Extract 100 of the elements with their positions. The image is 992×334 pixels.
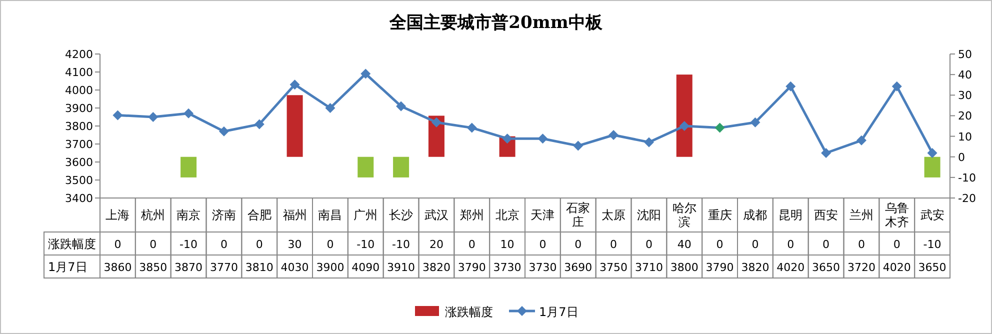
data-label: 4030 [280,261,309,274]
y2-tick-label: 50 [958,48,972,61]
data-label: 0 [752,238,759,251]
data-label: -10 [180,238,198,251]
data-label: 3750 [600,261,628,274]
y-tick-label: 3900 [65,102,93,115]
data-label: -10 [356,238,375,251]
data-label: 4090 [352,261,380,274]
point [786,81,796,92]
y-tick-label: 3500 [65,174,93,187]
data-label: 3650 [812,261,840,274]
point [254,119,264,130]
x-tick-label: 广州 [354,208,378,222]
y2-tick-label: 40 [958,68,972,82]
point [714,122,725,133]
data-label: 0 [539,238,546,251]
data-label: -10 [923,238,942,251]
data-label: 0 [326,238,334,251]
chart-title: 全国主要城市普20mm中板 [388,12,604,33]
y-tick-label: 4000 [65,84,93,97]
y-tick-label: 4200 [65,48,93,61]
data-label: 0 [574,238,582,251]
x-tick-label: 西安 [814,208,838,222]
data-label: 3810 [245,261,274,274]
x-tick-label: 武汉 [424,208,448,222]
point [431,117,442,128]
data-label: 3850 [139,261,168,274]
data-label: 0 [787,238,794,251]
point [644,137,654,148]
point [608,130,619,140]
data-label: 0 [256,238,263,251]
x-tick-label: 福州 [282,208,307,222]
data-label: 3860 [104,261,132,274]
x-tick-label: 哈尔滨 [672,201,696,229]
data-label: 0 [610,238,618,251]
data-label: 3910 [387,261,416,274]
data-label: 3710 [634,261,663,274]
point [892,81,902,92]
point [290,80,300,90]
x-tick-label: 济南 [212,208,236,222]
x-tick-label: 重庆 [708,208,732,222]
data-label: 3900 [316,261,344,274]
bar [393,156,410,178]
data-label: 4020 [882,261,911,274]
point [502,134,512,144]
x-tick-label: 沈阳 [636,208,661,222]
point [360,68,371,79]
x-tick-label: 乌鲁木齐 [884,201,909,229]
point [538,134,548,144]
data-label: 0 [822,238,830,251]
point [927,148,938,158]
data-label: 0 [220,238,228,251]
y-tick-label: 3400 [65,192,93,205]
legend-label: 1月7日 [539,305,578,319]
data-label: 0 [893,238,900,251]
x-tick-label: 北京 [495,208,520,222]
data-label: 3870 [174,261,203,274]
x-tick-label: 太原 [602,208,626,222]
data-label: 3790 [458,261,486,274]
data-label: 3730 [528,261,557,274]
data-label: 40 [677,238,692,251]
x-tick-label: 兰州 [849,208,874,222]
y-tick-label: 3700 [65,138,93,151]
data-label: 3800 [670,261,698,274]
x-tick-label: 合肥 [247,208,272,222]
y2-tick-label: 30 [958,89,972,102]
bar [924,156,940,178]
y2-tick-label: 10 [958,130,972,144]
data-label: 0 [468,238,476,251]
data-label: 3650 [918,261,946,274]
point [112,110,123,120]
bar [358,156,374,178]
point [218,126,229,136]
point [856,135,866,146]
bar [676,74,692,157]
x-tick-label: 南昌 [318,208,342,222]
y2-tick-label: -10 [958,171,976,184]
x-tick-label: 郑州 [460,208,484,222]
x-tick-label: 南京 [176,208,201,222]
bar [286,95,303,157]
data-label: 3690 [564,261,592,274]
data-label: 0 [645,238,652,251]
x-tick-label: 武安 [920,208,944,222]
point [396,101,406,112]
data-label: 10 [500,238,514,251]
data-label: 0 [150,238,157,251]
x-tick-label: 成都 [743,208,768,222]
data-label: -10 [392,238,410,251]
y2-tick-label: 20 [958,110,972,123]
x-tick-label: 长沙 [389,208,414,222]
y-tick-label: 3800 [65,120,93,133]
data-label: 0 [114,238,122,251]
x-tick-label: 石家庄 [566,201,590,229]
data-label: 3820 [741,261,770,274]
y-tick-label: 3600 [65,156,93,169]
data-label: 3730 [493,261,522,274]
point [148,112,158,122]
point [750,117,760,128]
y2-tick-label: -20 [958,192,976,205]
point [466,122,477,133]
